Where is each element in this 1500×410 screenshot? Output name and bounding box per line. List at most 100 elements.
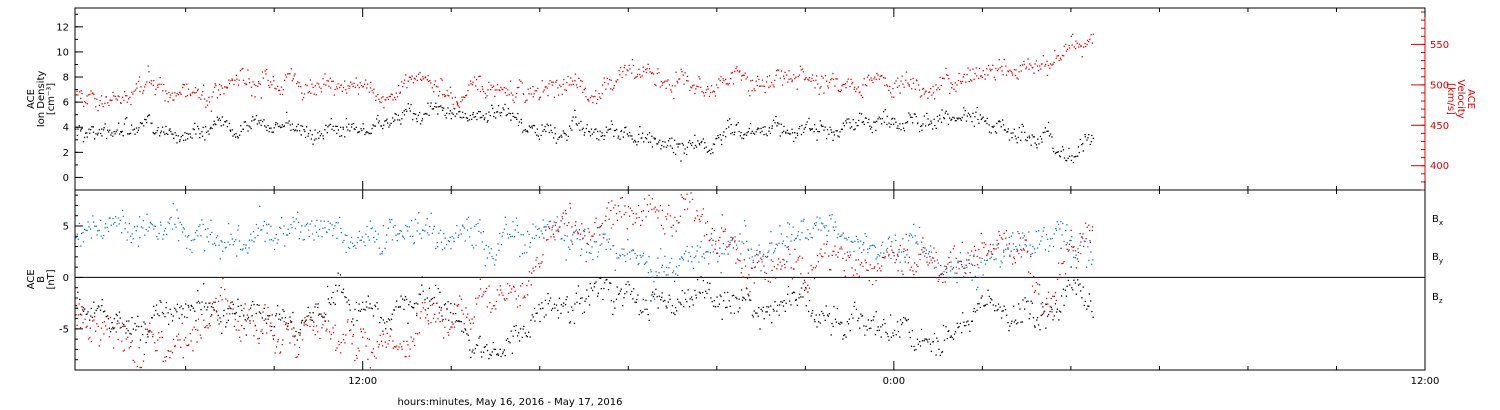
data-point-density bbox=[439, 105, 441, 108]
data-point-density bbox=[771, 125, 773, 127]
data-point-bx bbox=[492, 341, 494, 344]
data-point-bx bbox=[808, 299, 811, 302]
data-point-bx bbox=[1006, 314, 1008, 316]
data-point-by bbox=[363, 241, 365, 243]
data-point-density bbox=[998, 120, 1000, 122]
data-point-bz bbox=[577, 233, 579, 235]
data-point-bz bbox=[701, 213, 703, 216]
data-point-by bbox=[275, 234, 277, 236]
data-point-by bbox=[276, 242, 278, 244]
data-point-velocity bbox=[482, 88, 484, 90]
data-point-density bbox=[651, 135, 653, 137]
data-point-density bbox=[616, 128, 618, 131]
data-point-velocity bbox=[659, 86, 661, 88]
data-point-bz bbox=[656, 209, 658, 211]
data-point-velocity bbox=[211, 96, 213, 98]
data-point-by bbox=[495, 259, 497, 261]
data-point-bx bbox=[850, 313, 853, 315]
data-point-density bbox=[771, 127, 773, 129]
data-point-bz bbox=[429, 304, 432, 307]
data-point-bz bbox=[470, 328, 472, 330]
bottom-panel-points bbox=[75, 192, 1094, 369]
data-point-bx bbox=[464, 328, 466, 330]
data-point-density bbox=[841, 128, 843, 130]
data-point-by bbox=[670, 257, 673, 260]
data-point-density bbox=[604, 135, 606, 137]
data-point-bx bbox=[768, 314, 771, 316]
data-point-bz bbox=[756, 261, 758, 264]
data-point-bx bbox=[945, 326, 947, 328]
data-point-density bbox=[172, 133, 174, 135]
data-point-by bbox=[597, 251, 600, 253]
data-point-velocity bbox=[559, 84, 561, 86]
data-point-bz bbox=[638, 216, 640, 219]
data-point-bz bbox=[313, 325, 315, 328]
data-point-bx bbox=[402, 298, 404, 300]
data-point-density bbox=[635, 141, 637, 143]
data-point-bx bbox=[138, 326, 140, 328]
data-point-by bbox=[366, 225, 368, 228]
data-point-bx bbox=[888, 339, 890, 341]
data-point-velocity bbox=[1075, 40, 1077, 42]
data-point-velocity bbox=[152, 84, 154, 86]
data-point-by bbox=[763, 253, 765, 255]
data-point-bx bbox=[948, 330, 950, 332]
data-point-density bbox=[211, 127, 213, 130]
data-point-by bbox=[878, 255, 881, 257]
data-point-bx bbox=[208, 323, 210, 325]
data-point-bz bbox=[749, 291, 751, 293]
data-point-by bbox=[759, 252, 761, 254]
data-point-bz bbox=[275, 346, 278, 348]
data-point-by bbox=[109, 217, 111, 219]
data-point-density bbox=[534, 131, 536, 134]
data-point-density bbox=[171, 133, 173, 135]
data-point-by bbox=[632, 249, 634, 251]
data-point-velocity bbox=[972, 68, 974, 70]
data-point-by bbox=[501, 235, 503, 237]
data-point-velocity bbox=[202, 84, 205, 86]
data-point-bx bbox=[547, 303, 549, 305]
data-point-bz bbox=[500, 289, 502, 291]
data-point-by bbox=[290, 223, 292, 226]
data-point-bx bbox=[389, 328, 392, 330]
data-point-density bbox=[777, 122, 779, 124]
data-point-velocity bbox=[645, 72, 648, 74]
data-point-velocity bbox=[602, 84, 604, 86]
data-point-density bbox=[1040, 138, 1043, 140]
data-point-bz bbox=[658, 210, 660, 212]
data-point-by bbox=[880, 244, 883, 247]
data-point-bx bbox=[626, 291, 628, 293]
data-point-density bbox=[769, 132, 772, 134]
data-point-velocity bbox=[217, 89, 220, 91]
data-point-density bbox=[385, 120, 387, 122]
data-point-by bbox=[933, 267, 936, 269]
data-point-bx bbox=[472, 349, 474, 351]
data-point-by bbox=[939, 274, 941, 276]
data-point-by bbox=[810, 236, 812, 239]
data-point-bx bbox=[231, 301, 233, 303]
data-point-bz bbox=[861, 262, 863, 264]
data-point-bz bbox=[517, 295, 520, 297]
data-point-bz bbox=[1023, 249, 1025, 251]
data-point-by bbox=[1069, 239, 1071, 242]
data-point-by bbox=[149, 221, 151, 223]
data-point-density bbox=[413, 113, 415, 115]
data-point-velocity bbox=[366, 87, 368, 89]
data-point-density bbox=[723, 131, 725, 133]
data-point-bz bbox=[176, 335, 178, 337]
data-point-by bbox=[313, 239, 315, 241]
data-point-bx bbox=[662, 300, 665, 302]
data-point-density bbox=[783, 125, 785, 128]
data-point-bx bbox=[533, 307, 536, 310]
data-point-velocity bbox=[943, 78, 945, 80]
data-point-density bbox=[1038, 143, 1040, 145]
data-point-bz bbox=[761, 258, 763, 261]
data-point-bz bbox=[459, 295, 461, 297]
data-point-bx bbox=[346, 301, 348, 303]
data-point-bz bbox=[916, 264, 918, 266]
data-point-bx bbox=[1083, 304, 1085, 307]
data-point-density bbox=[975, 111, 977, 113]
data-point-bx bbox=[451, 321, 453, 323]
data-point-velocity bbox=[479, 90, 482, 93]
data-point-by bbox=[121, 232, 123, 234]
